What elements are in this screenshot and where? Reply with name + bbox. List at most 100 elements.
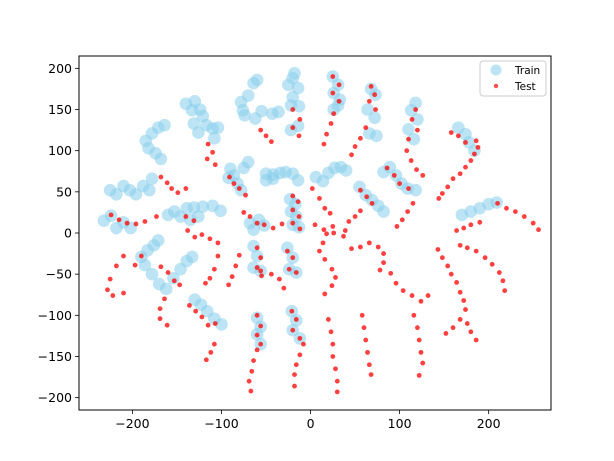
- test-point: [107, 276, 113, 282]
- test-point: [495, 200, 500, 206]
- y-tick-label: 150: [48, 102, 72, 117]
- test-point: [420, 172, 426, 178]
- test-point: [457, 171, 463, 177]
- test-point: [489, 261, 495, 267]
- test-point: [461, 298, 467, 303]
- test-point: [325, 317, 331, 322]
- train-point: [158, 118, 171, 132]
- test-point: [352, 144, 358, 149]
- test-point: [169, 186, 175, 191]
- test-point: [164, 322, 170, 328]
- test-point: [328, 121, 334, 126]
- test-point: [349, 246, 354, 252]
- test-point: [254, 332, 260, 338]
- test-point: [364, 194, 370, 200]
- test-point: [301, 341, 306, 347]
- test-point: [324, 131, 329, 137]
- test-point: [254, 245, 260, 251]
- test-point: [530, 220, 536, 226]
- test-point: [436, 196, 442, 201]
- test-point: [114, 263, 119, 269]
- train-point: [281, 241, 294, 255]
- test-point: [373, 107, 378, 112]
- test-point: [297, 335, 303, 341]
- test-point: [502, 288, 508, 294]
- test-point: [205, 322, 211, 328]
- train-point: [110, 188, 123, 201]
- test-point: [154, 214, 159, 219]
- test-point: [261, 222, 267, 228]
- test-point: [210, 149, 215, 155]
- test-point: [448, 271, 454, 277]
- test-point: [142, 219, 148, 224]
- test-point: [276, 276, 282, 282]
- test-point: [268, 139, 274, 145]
- train-point: [214, 204, 227, 218]
- test-point: [415, 127, 420, 133]
- test-point: [405, 209, 411, 214]
- test-point: [192, 234, 198, 240]
- test-point: [121, 290, 126, 296]
- train-point: [143, 183, 156, 197]
- test-point: [375, 244, 381, 250]
- test-point: [477, 219, 483, 225]
- test-point: [290, 107, 296, 112]
- test-point: [281, 285, 287, 291]
- test-point: [185, 228, 191, 233]
- test-point: [254, 265, 260, 270]
- train-point: [154, 152, 168, 166]
- test-point: [205, 141, 211, 147]
- train-point: [377, 205, 390, 218]
- test-point: [177, 282, 183, 288]
- test-point: [295, 199, 301, 205]
- test-point: [443, 331, 449, 336]
- test-point: [164, 180, 170, 186]
- test-point: [330, 90, 336, 96]
- test-point: [231, 181, 237, 187]
- test-point: [381, 251, 386, 256]
- test-point: [369, 200, 375, 206]
- test-point: [482, 255, 488, 261]
- test-point: [270, 225, 276, 231]
- test-point: [500, 278, 506, 284]
- test-point: [420, 360, 426, 366]
- test-point: [330, 224, 336, 229]
- test-point: [327, 210, 333, 216]
- test-point: [391, 172, 397, 178]
- legend-test-marker: [493, 83, 499, 89]
- test-point: [191, 218, 197, 224]
- test-point: [411, 312, 417, 318]
- x-tick-label: 0: [307, 416, 315, 431]
- test-point: [254, 312, 260, 318]
- test-point: [536, 227, 541, 233]
- test-point: [366, 98, 372, 104]
- test-point: [358, 135, 363, 141]
- test-point: [410, 200, 416, 206]
- x-tick-label: 100: [388, 416, 412, 431]
- test-point: [496, 270, 502, 275]
- test-point: [296, 133, 302, 139]
- test-point: [435, 247, 441, 252]
- test-point: [233, 263, 239, 269]
- test-point: [473, 138, 479, 144]
- test-point: [297, 352, 303, 358]
- test-point: [425, 293, 431, 298]
- test-point: [211, 266, 217, 272]
- train-point: [272, 105, 285, 119]
- test-point: [215, 240, 221, 246]
- test-point: [388, 270, 394, 276]
- test-point: [138, 253, 144, 259]
- test-point: [457, 317, 463, 322]
- test-point: [254, 347, 260, 353]
- test-point: [268, 271, 274, 277]
- test-point: [329, 283, 335, 289]
- test-point: [330, 341, 336, 347]
- test-point: [439, 255, 445, 261]
- test-point: [352, 214, 358, 219]
- train-point: [361, 103, 374, 116]
- test-point: [328, 329, 334, 335]
- test-point: [199, 232, 205, 238]
- test-point: [208, 349, 214, 355]
- test-point: [331, 111, 337, 117]
- test-point: [330, 74, 336, 79]
